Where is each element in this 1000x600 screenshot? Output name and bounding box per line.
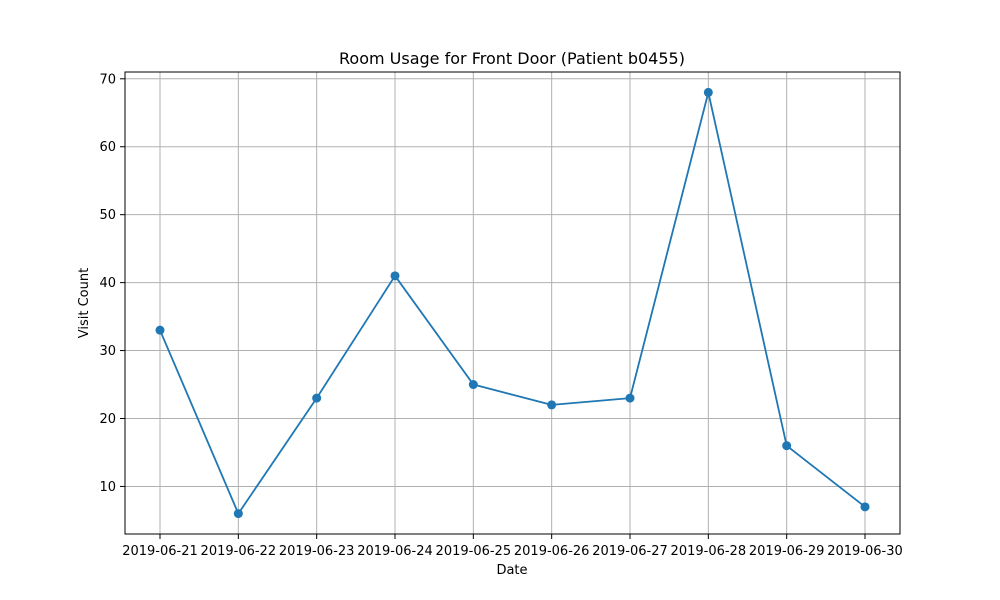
data-point bbox=[782, 441, 792, 451]
x-tick-label: 2019-06-29 bbox=[749, 544, 825, 559]
ticks: 2019-06-21 2019-06-22 2019-06-23 2019-06-24… bbox=[99, 72, 902, 559]
grid bbox=[125, 72, 900, 534]
series-line bbox=[159, 91, 866, 515]
data-point bbox=[155, 325, 165, 335]
x-tick-label: 2019-06-21 bbox=[122, 544, 198, 559]
chart-title: Room Usage for Front Door (Patient b0455… bbox=[339, 49, 685, 68]
x-tick-label: 2019-06-22 bbox=[201, 544, 277, 559]
x-tick-label: 2019-06-27 bbox=[592, 544, 668, 559]
data-point bbox=[703, 87, 713, 97]
y-tick-label: 60 bbox=[99, 140, 116, 155]
x-tick-label: 2019-06-25 bbox=[436, 544, 512, 559]
y-tick-label: 40 bbox=[99, 276, 116, 291]
data-point bbox=[625, 393, 635, 403]
data-point bbox=[312, 393, 322, 403]
x-axis-label: Date bbox=[496, 563, 527, 578]
x-tick-label: 2019-06-24 bbox=[357, 544, 433, 559]
y-tick-label: 10 bbox=[99, 480, 116, 495]
data-point bbox=[547, 400, 557, 410]
data-point bbox=[468, 380, 478, 390]
x-tick-label: 2019-06-23 bbox=[279, 544, 355, 559]
y-tick-label: 30 bbox=[99, 344, 116, 359]
series-layer bbox=[155, 87, 870, 519]
y-tick-label: 50 bbox=[99, 208, 116, 223]
x-tick-label: 2019-06-28 bbox=[671, 544, 747, 559]
y-tick-label: 70 bbox=[99, 72, 116, 87]
data-point bbox=[233, 509, 243, 519]
y-tick-label: 20 bbox=[99, 412, 116, 427]
x-tick-label: 2019-06-30 bbox=[827, 544, 903, 559]
x-tick-label: 2019-06-26 bbox=[514, 544, 590, 559]
plot-frame bbox=[124, 71, 901, 535]
data-point bbox=[390, 271, 400, 281]
y-axis-label: Visit Count bbox=[77, 268, 92, 338]
data-point bbox=[860, 502, 870, 512]
